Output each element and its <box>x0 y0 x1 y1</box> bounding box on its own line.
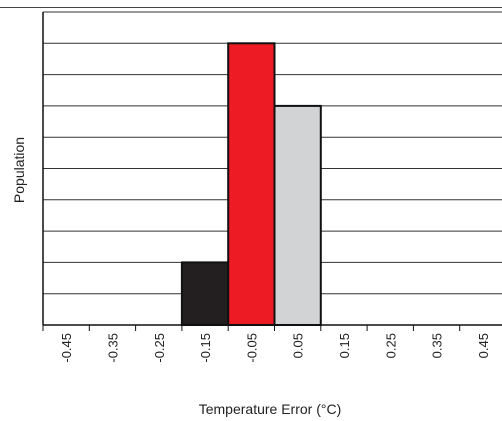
x-tick-label: -0.25 <box>152 333 167 363</box>
x-tick-label: -0.45 <box>59 333 74 363</box>
x-tick-label: -0.35 <box>105 333 120 363</box>
axes <box>42 12 502 331</box>
x-tick-label: 0.25 <box>383 333 398 358</box>
bar--0.05 <box>227 42 276 327</box>
x-tick-labels: -0.45 -0.35 -0.25 -0.15 -0.05 0.05 0.15 0.25 0.3… <box>59 333 491 363</box>
x-axis-label: Temperature Error (°C) <box>199 401 342 417</box>
x-tick-label: 0.35 <box>430 333 445 358</box>
x-tick-label: -0.15 <box>198 333 213 363</box>
y-axis-label: Population <box>11 137 27 203</box>
x-tick-label: 0.15 <box>337 333 352 358</box>
bar--0.15 <box>180 261 230 326</box>
x-tick-label: 0.45 <box>476 333 491 358</box>
bar-0.05 <box>273 104 322 327</box>
bars <box>180 42 322 327</box>
x-tick-label: 0.05 <box>291 333 306 358</box>
x-tick-label: -0.05 <box>244 333 259 363</box>
